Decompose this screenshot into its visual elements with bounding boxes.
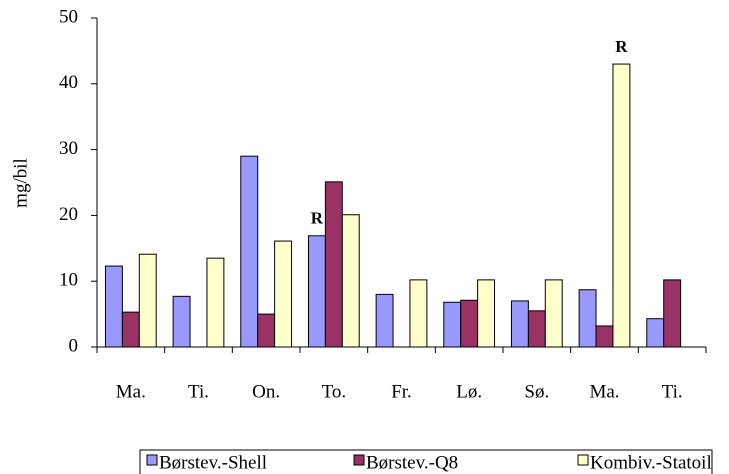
x-tick-label: On. bbox=[252, 381, 280, 402]
legend-box bbox=[139, 449, 713, 474]
legend-swatch bbox=[353, 454, 365, 466]
legend-label: Børstev.-Shell bbox=[159, 452, 267, 473]
bar bbox=[544, 279, 563, 348]
bar bbox=[510, 300, 529, 348]
x-tick-label: Sø. bbox=[524, 381, 549, 402]
bar bbox=[324, 181, 343, 348]
bar bbox=[527, 310, 546, 348]
y-tick-label: 50 bbox=[59, 6, 78, 27]
bar bbox=[477, 279, 496, 348]
y-axis-label: mg/bil bbox=[10, 158, 31, 208]
x-tick-label: Ti. bbox=[188, 381, 209, 402]
bar bbox=[646, 318, 665, 348]
bar bbox=[172, 295, 191, 348]
legend-swatch bbox=[146, 454, 158, 466]
bar bbox=[104, 265, 123, 348]
bar bbox=[375, 293, 394, 348]
bar bbox=[460, 299, 479, 348]
x-tick-label: Ma. bbox=[589, 381, 619, 402]
annotation: R bbox=[311, 209, 324, 228]
y-tick-label: 30 bbox=[59, 138, 78, 159]
bar bbox=[274, 240, 293, 348]
y-tick-label: 40 bbox=[59, 72, 78, 93]
bar bbox=[240, 155, 259, 348]
legend-label: Kombiv.-Statoil bbox=[590, 452, 712, 473]
bar bbox=[612, 63, 631, 348]
bar bbox=[663, 279, 682, 348]
x-tick-label: Lø. bbox=[456, 381, 482, 402]
bar bbox=[138, 253, 157, 348]
bar bbox=[578, 289, 597, 348]
legend-swatch bbox=[577, 454, 589, 466]
x-tick-label: To. bbox=[322, 381, 347, 402]
bar bbox=[257, 313, 276, 348]
y-tick-label: 20 bbox=[59, 204, 78, 225]
bar bbox=[341, 214, 360, 348]
x-tick-label: Ti. bbox=[662, 381, 683, 402]
legend-label: Børstev.-Q8 bbox=[366, 452, 458, 473]
bar bbox=[307, 235, 326, 348]
bar bbox=[595, 325, 614, 348]
x-tick-label: Ma. bbox=[116, 381, 146, 402]
bar bbox=[409, 279, 428, 348]
bar bbox=[206, 257, 225, 348]
y-tick-label: 0 bbox=[69, 335, 79, 356]
y-tick-label: 10 bbox=[59, 270, 78, 291]
annotation: R bbox=[615, 37, 628, 56]
x-tick-label: Fr. bbox=[391, 381, 412, 402]
bar bbox=[443, 301, 462, 348]
bar bbox=[121, 311, 140, 348]
